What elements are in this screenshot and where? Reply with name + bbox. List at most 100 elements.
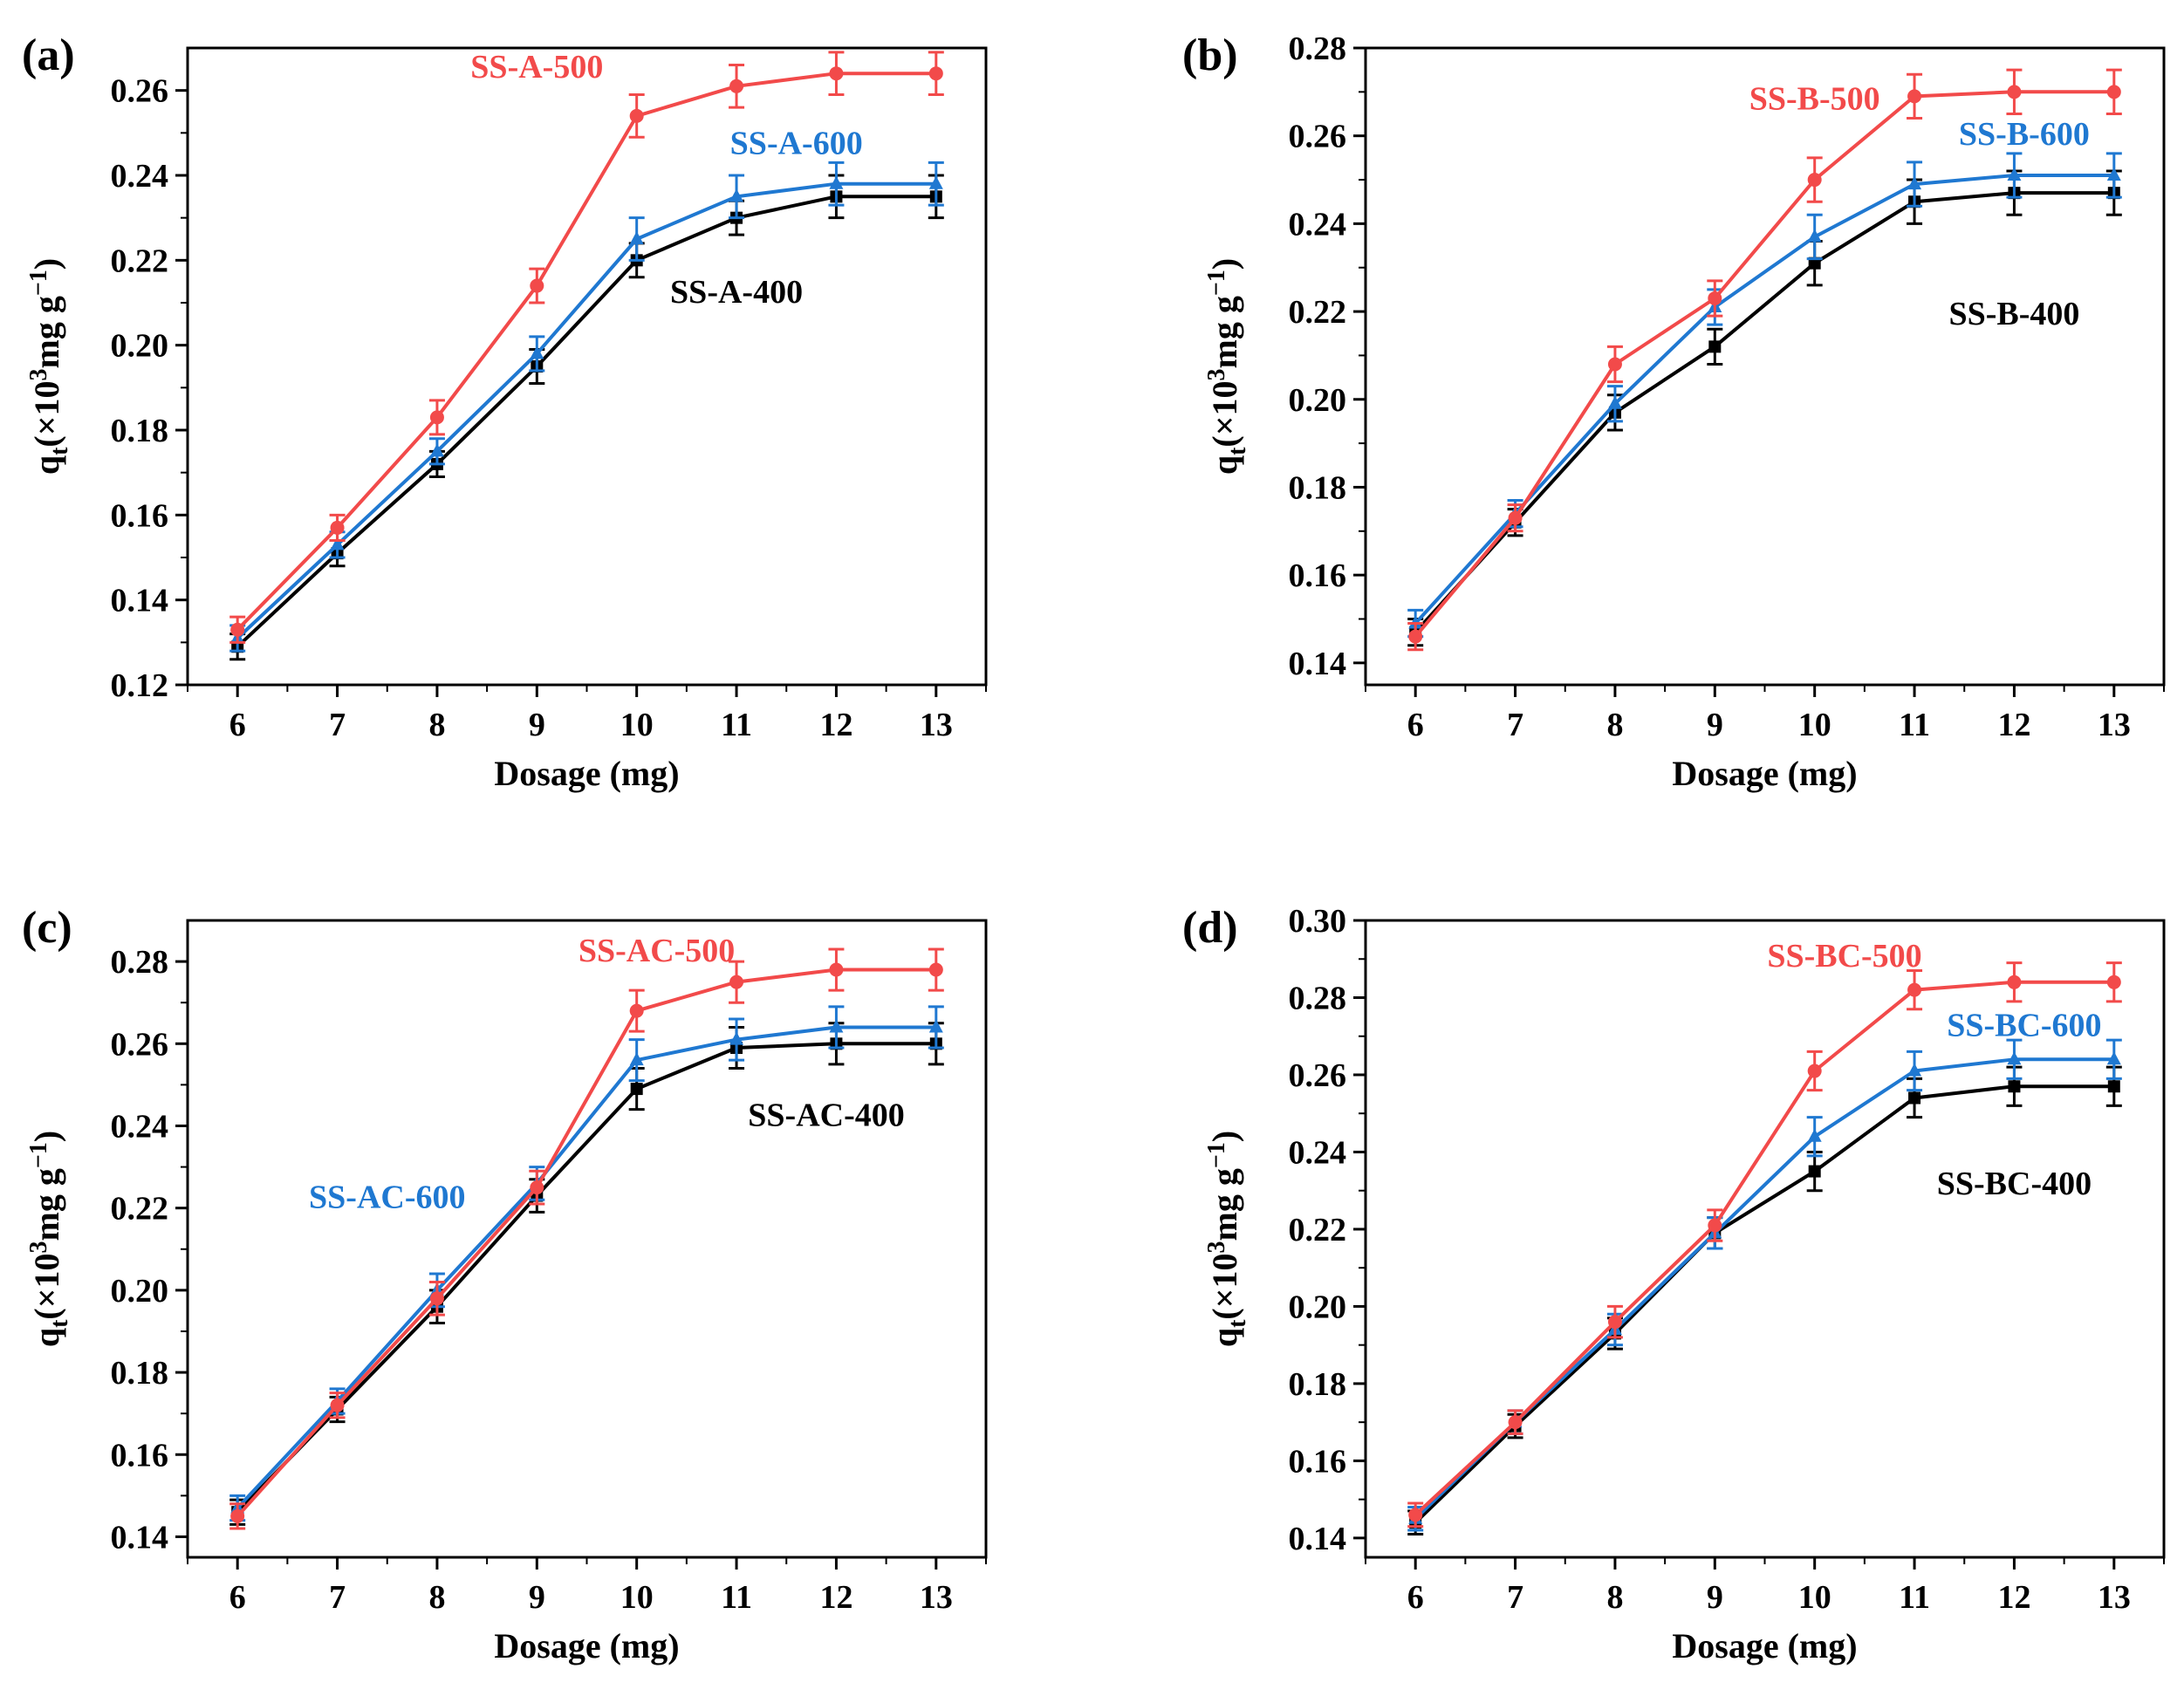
panel-label: (b) (1182, 31, 1238, 80)
data-point (1907, 1063, 1922, 1077)
series-SS-A-600: SS-A-600 (229, 126, 944, 653)
y-axis-title-part: ) (1205, 258, 1244, 270)
data-point (1408, 629, 1423, 644)
y-axis-title-part: 3 (1203, 368, 1230, 380)
series-label: SS-AC-600 (309, 1180, 465, 1216)
x-tick-label: 8 (1606, 1579, 1623, 1616)
y-tick-label: 0.12 (111, 667, 169, 704)
y-axis-title-part: −1 (25, 1142, 52, 1168)
data-point (1808, 1165, 1821, 1178)
y-tick-label: 0.18 (111, 1355, 169, 1392)
y-axis-title-part: mg g (27, 1168, 66, 1241)
y-tick-label: 0.28 (111, 944, 169, 981)
data-point (629, 1052, 644, 1066)
x-tick-label: 10 (1798, 707, 1831, 743)
data-point (530, 1180, 544, 1195)
series-line (1414, 1084, 2114, 1524)
y-tick-label: 0.26 (111, 1026, 169, 1063)
y-tick-label: 0.22 (111, 1191, 169, 1228)
series-SS-AC-500: SS-AC-500 (229, 933, 944, 1530)
x-tick-label: 10 (620, 1579, 654, 1616)
x-tick-label: 11 (1899, 1579, 1930, 1616)
y-tick-label: 0.14 (1289, 1521, 1347, 1557)
data-point (2008, 1080, 2021, 1093)
data-point (1808, 256, 1821, 270)
x-tick-label: 8 (428, 1579, 445, 1616)
series-label: SS-BC-500 (1767, 938, 1921, 975)
x-tick-label: 7 (1507, 707, 1523, 743)
y-axis-title-part: ) (27, 258, 66, 270)
y-tick-label: 0.20 (111, 328, 169, 365)
y-axis-title-part: −1 (25, 270, 52, 296)
series-line (236, 968, 936, 1518)
y-tick-label: 0.16 (111, 1437, 169, 1474)
y-tick-label: 0.30 (1289, 903, 1347, 940)
y-axis-title-part: 3 (1203, 1241, 1230, 1253)
y-axis-title-part: q (27, 1328, 66, 1347)
series-line (1414, 191, 2114, 633)
x-tick-label: 9 (1707, 1579, 1723, 1616)
series-label: SS-BC-600 (1947, 1008, 2101, 1044)
data-point (1907, 89, 1922, 104)
data-point (729, 975, 744, 989)
y-axis-title-part: t (46, 447, 73, 455)
x-tick-label: 7 (329, 1579, 346, 1616)
x-tick-label: 6 (1407, 1579, 1424, 1616)
x-tick-label: 10 (1798, 1579, 1831, 1616)
series-line (236, 1025, 936, 1509)
y-axis-title-part: (×10 (27, 380, 66, 447)
chart-panel-4: 6 7 8 9 10 11 12 13 0.14 0.16 0.18 0.20 0.22 0.24 0.26… (1182, 903, 2166, 1665)
x-tick-label: 9 (1707, 707, 1723, 743)
y-tick-label: 0.24 (111, 158, 169, 195)
y-axis-title-part: t (46, 1319, 73, 1328)
x-axis-title: Dosage (mg) (1672, 1626, 1857, 1665)
series-label: SS-AC-400 (748, 1097, 904, 1133)
series-line (236, 195, 936, 648)
y-tick-label: 0.20 (111, 1273, 169, 1310)
y-tick-label: 0.22 (111, 243, 169, 279)
x-tick-label: 6 (1407, 707, 1424, 743)
data-point (629, 1003, 644, 1018)
y-tick-label: 0.24 (1289, 1134, 1347, 1171)
data-point (429, 1291, 444, 1306)
data-point (2007, 1051, 2022, 1065)
x-tick-label: 7 (329, 707, 346, 743)
plot-frame (186, 919, 988, 1559)
y-tick-label: 0.16 (111, 497, 169, 534)
series-line (1414, 980, 2114, 1516)
y-tick-label: 0.14 (1289, 646, 1347, 682)
data-point (330, 520, 345, 535)
chart-panel-3: 6 7 8 9 10 11 12 13 0.14 0.16 0.18 0.20 0.22 0.24 0.26… (22, 903, 988, 1665)
y-axis-title-part: q (1205, 455, 1244, 475)
data-point (1708, 1218, 1722, 1233)
data-point (829, 175, 844, 189)
x-axis-title: Dosage (mg) (494, 754, 679, 793)
x-tick-label: 11 (721, 707, 752, 743)
data-point (1807, 229, 1822, 243)
series-line (1414, 90, 2114, 638)
data-point (829, 1019, 844, 1033)
data-point (629, 231, 644, 244)
data-point (729, 79, 744, 93)
y-tick-label: 0.22 (1289, 1212, 1347, 1248)
data-point (530, 345, 544, 359)
series-SS-A-400: SS-A-400 (229, 174, 944, 661)
y-tick-label: 0.20 (1289, 382, 1347, 419)
series-line (1414, 174, 2114, 625)
series-line (236, 72, 936, 632)
x-tick-label: 11 (721, 1579, 752, 1616)
data-point (1807, 1128, 1822, 1142)
data-point (928, 962, 943, 977)
data-point (530, 278, 544, 293)
data-point (1907, 982, 1922, 997)
y-axis-title-part: ) (27, 1131, 66, 1142)
y-tick-label: 0.28 (1289, 31, 1347, 67)
x-tick-label: 9 (529, 1579, 545, 1616)
data-point (1708, 291, 1722, 305)
series-SS-BC-500: SS-BC-500 (1407, 938, 2122, 1529)
y-tick-label: 0.16 (1289, 1443, 1347, 1480)
series-label: SS-B-600 (1959, 116, 2090, 153)
data-point (429, 443, 444, 457)
x-tick-label: 13 (920, 1579, 953, 1616)
